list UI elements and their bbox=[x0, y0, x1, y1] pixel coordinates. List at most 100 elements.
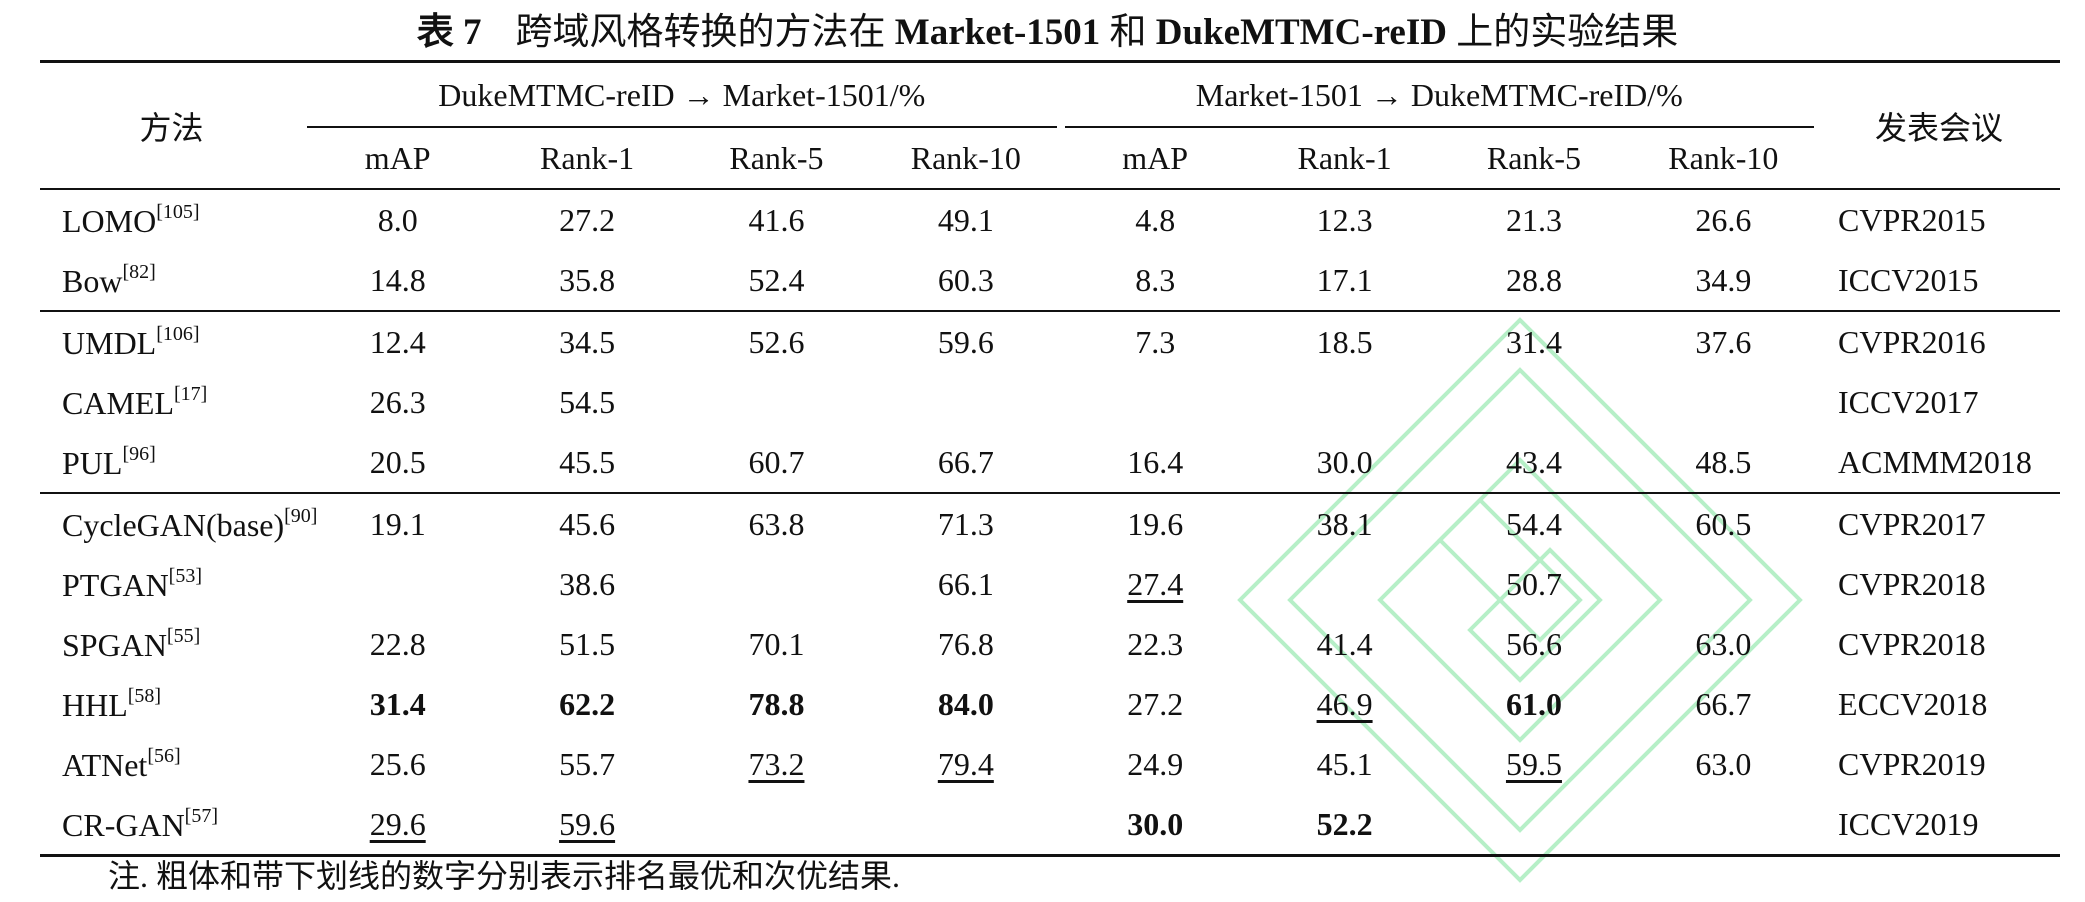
metric-value bbox=[1061, 372, 1250, 432]
caption-text: 跨域风格转换的方法在 Market-1501 和 DukeMTMC-reID 上… bbox=[515, 12, 1679, 53]
metric-value: 66.7 bbox=[937, 443, 994, 480]
metric-value: 70.1 bbox=[748, 625, 805, 662]
metric-value: 60.5 bbox=[1628, 492, 1819, 554]
metric-value: 41.6 bbox=[748, 201, 805, 238]
metric-value bbox=[303, 554, 492, 614]
metric-value bbox=[1439, 794, 1629, 857]
metric-value: 73.2 bbox=[748, 745, 805, 782]
header-metric: Rank-10 bbox=[871, 128, 1061, 190]
metric-value: 34.5 bbox=[492, 310, 682, 372]
method-name: LOMO[105] bbox=[62, 200, 200, 239]
citation-ref: [58] bbox=[127, 684, 162, 707]
metric-value bbox=[682, 372, 871, 432]
metric-value: 30.0 bbox=[1060, 794, 1250, 857]
citation-ref: [96] bbox=[122, 442, 156, 465]
citation-ref: [82] bbox=[122, 260, 156, 283]
metric-value: 30.0 bbox=[1316, 443, 1373, 480]
table-row: HHL[58] 31.4 62.2 78.8 84.0 27.2 46.9 61.0 66.7 E… bbox=[40, 674, 2060, 734]
metric-value: 50.7 bbox=[1505, 565, 1562, 602]
method-name: ATNet[56] bbox=[62, 744, 181, 783]
metric-value: 48.5 bbox=[1695, 443, 1752, 480]
metric-value: 8.3 bbox=[1135, 261, 1176, 298]
metric-value: 51.5 bbox=[559, 625, 616, 662]
metric-value: 63.0 bbox=[1695, 745, 1752, 782]
table-note: 注. 粗体和带下划线的数字分别表示排名最优和次优结果. bbox=[108, 858, 901, 894]
metric-value: 59.6 bbox=[871, 310, 1061, 372]
metric-value: 26.3 bbox=[369, 383, 426, 420]
metric-value: 27.2 bbox=[559, 201, 616, 238]
method-name: Bow[82] bbox=[62, 260, 156, 299]
metric-value: 29.6 bbox=[303, 794, 493, 857]
metric-value bbox=[1629, 554, 1818, 614]
metric-value: 61.0 bbox=[1505, 685, 1562, 722]
metric-value: 76.8 bbox=[937, 625, 994, 662]
metric-value: 79.4 bbox=[937, 745, 994, 782]
metric-value: 59.6 bbox=[492, 794, 682, 857]
method-name: PTGAN[53] bbox=[62, 564, 202, 603]
header-method: 方法 bbox=[40, 60, 304, 190]
citation-ref: [55] bbox=[166, 624, 201, 647]
method-name: HHL[58] bbox=[62, 684, 162, 723]
table-row: ATNet[56] 25.6 55.7 73.2 79.4 24.9 45.1 59.5 63.… bbox=[40, 734, 2060, 794]
method-name: CAMEL[17] bbox=[62, 382, 208, 421]
metric-value bbox=[682, 554, 871, 614]
venue: ECCV2018 bbox=[1838, 685, 1988, 722]
metric-value: 24.9 bbox=[1127, 745, 1184, 782]
table-row: CycleGAN(base)[90] 19.1 45.6 63.8 71.3 19.6 38… bbox=[40, 492, 2060, 554]
header-metric: mAP bbox=[303, 128, 493, 190]
citation-ref: [53] bbox=[168, 564, 202, 587]
metric-value: 18.5 bbox=[1249, 310, 1440, 372]
header-metric: Rank-10 bbox=[1628, 128, 1819, 190]
table-row: LOMO[105] 8.0 27.2 41.6 49.1 4.8 12.3 21.3 26.6 C… bbox=[40, 189, 2060, 250]
metric-value: 31.4 bbox=[1439, 310, 1629, 372]
table-caption: 表 7 跨域风格转换的方法在 Market-1501 和 DukeMTMC-reI… bbox=[0, 8, 2085, 58]
header-group-market-to-duke: Market-1501 → DukeMTMC-reID/% bbox=[1060, 60, 1819, 128]
header-metric: Rank-1 bbox=[1249, 128, 1440, 190]
method-name: PUL[96] bbox=[62, 442, 156, 481]
metric-value: 19.1 bbox=[303, 492, 493, 554]
header-metric: mAP bbox=[1060, 128, 1250, 190]
metric-value: 7.3 bbox=[1060, 310, 1250, 372]
metric-value: 60.3 bbox=[937, 261, 994, 298]
venue: CVPR2018 bbox=[1838, 625, 1986, 662]
metric-value: 4.8 bbox=[1135, 201, 1176, 238]
header-metric: Rank-1 bbox=[492, 128, 682, 190]
venue: CVPR2019 bbox=[1838, 745, 1986, 782]
metric-value: 62.2 bbox=[559, 685, 616, 722]
metric-value: 41.4 bbox=[1316, 625, 1373, 662]
venue: ACMMM2018 bbox=[1838, 443, 2032, 480]
table-row: CR-GAN[57] 29.6 59.6 30.0 52.2 ICCV2019 bbox=[40, 794, 2060, 857]
header-metric: Rank-5 bbox=[681, 128, 872, 190]
table-row: PUL[96] 20.5 45.5 60.7 66.7 16.4 30.0 43.4 48.5 A… bbox=[40, 432, 2060, 493]
venue: ICCV2019 bbox=[1818, 794, 2060, 857]
metric-value bbox=[1628, 794, 1819, 857]
header-venue: 发表会议 bbox=[1818, 60, 2060, 190]
metric-value: 8.0 bbox=[377, 201, 418, 238]
table-body: LOMO[105] 8.0 27.2 41.6 49.1 4.8 12.3 21.3 26.6 C… bbox=[40, 189, 2060, 857]
metric-value bbox=[871, 372, 1060, 432]
metric-value: 26.6 bbox=[1695, 201, 1752, 238]
metric-value: 27.2 bbox=[1127, 685, 1184, 722]
venue: CVPR2015 bbox=[1838, 201, 1986, 238]
metric-value: 46.9 bbox=[1316, 685, 1373, 722]
metric-value: 22.8 bbox=[369, 625, 426, 662]
citation-ref: [17] bbox=[174, 382, 208, 405]
metric-value: 63.0 bbox=[1695, 625, 1752, 662]
metric-value: 84.0 bbox=[937, 685, 994, 722]
results-table: 方法 DukeMTMC-reID → Market-1501/% Market-… bbox=[40, 60, 2060, 857]
method-name: SPGAN[55] bbox=[62, 624, 201, 663]
metric-value: 25.6 bbox=[369, 745, 426, 782]
metric-value: 45.5 bbox=[559, 443, 616, 480]
metric-value: 66.7 bbox=[1695, 685, 1752, 722]
metric-value: 54.5 bbox=[559, 383, 616, 420]
metric-value: 78.8 bbox=[748, 685, 805, 722]
table-row: PTGAN[53] 38.6 66.1 27.4 50.7 CVPR2018 bbox=[40, 554, 2060, 614]
metric-value bbox=[871, 794, 1061, 857]
metric-value: 63.8 bbox=[681, 492, 872, 554]
table-row: Bow[82] 14.8 35.8 52.4 60.3 8.3 17.1 28.8 34.9 IC… bbox=[40, 250, 2060, 311]
metric-value: 38.1 bbox=[1249, 492, 1440, 554]
metric-value bbox=[1629, 372, 1818, 432]
metric-value: 14.8 bbox=[369, 261, 426, 298]
venue: ICCV2017 bbox=[1838, 383, 1979, 420]
method-name: CycleGAN(base)[90] bbox=[40, 492, 317, 554]
